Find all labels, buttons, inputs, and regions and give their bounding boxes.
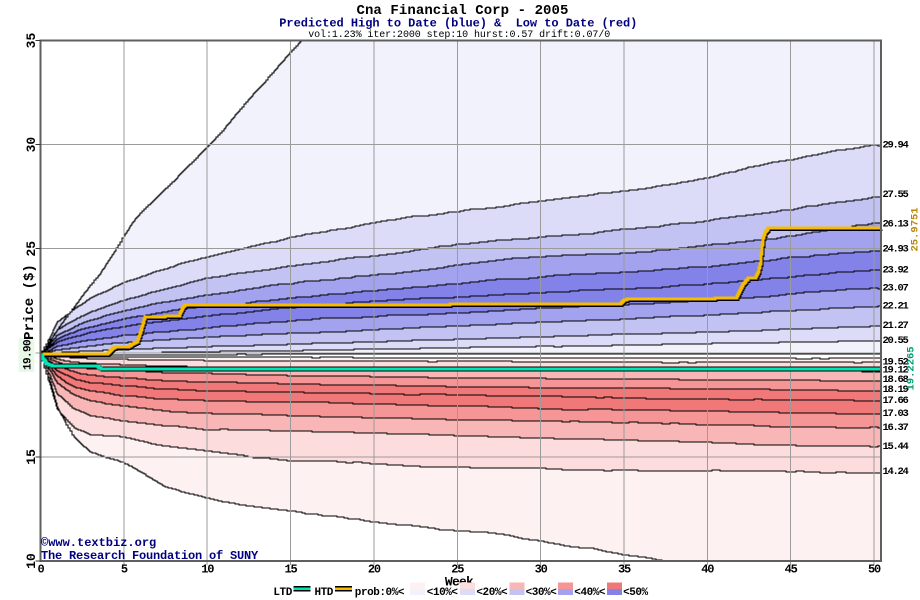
svg-text:14.24: 14.24 — [883, 466, 909, 478]
svg-text:16.37: 16.37 — [883, 422, 909, 434]
svg-text:35: 35 — [24, 33, 39, 49]
svg-text:25.9751: 25.9751 — [910, 207, 920, 251]
svg-text:26.13: 26.13 — [883, 219, 909, 231]
svg-text:35: 35 — [618, 563, 631, 577]
svg-text:10: 10 — [201, 563, 214, 577]
svg-text:<50%: <50% — [623, 587, 648, 599]
svg-text:20: 20 — [368, 563, 381, 577]
svg-text:<40%<: <40%< — [574, 587, 606, 599]
svg-text:21.27: 21.27 — [883, 320, 909, 332]
svg-text:18.68: 18.68 — [883, 374, 909, 386]
svg-text:24.93: 24.93 — [883, 244, 909, 256]
svg-text:40: 40 — [701, 563, 714, 577]
svg-text:23.07: 23.07 — [883, 282, 909, 294]
svg-text:HTD: HTD — [315, 587, 334, 599]
svg-text:<20%<: <20%< — [476, 587, 508, 599]
svg-text:vol:1.23% iter:2000 step:10 hu: vol:1.23% iter:2000 step:10 hurst:0.57 d… — [308, 29, 610, 41]
svg-text:25: 25 — [451, 563, 464, 577]
svg-text:15: 15 — [285, 563, 298, 577]
svg-text:15.44: 15.44 — [883, 441, 909, 453]
svg-text:15: 15 — [24, 449, 39, 465]
svg-text:22.21: 22.21 — [883, 300, 909, 312]
svg-text:50: 50 — [868, 563, 881, 577]
svg-text:©www.textbiz.org: ©www.textbiz.org — [41, 536, 156, 550]
svg-text:18.19: 18.19 — [883, 384, 909, 396]
svg-text:45: 45 — [785, 563, 798, 577]
svg-text:19.2265: 19.2265 — [906, 346, 918, 390]
svg-text:23.92: 23.92 — [883, 265, 909, 277]
svg-text:20.55: 20.55 — [883, 335, 909, 347]
svg-text:LTD: LTD — [273, 587, 292, 599]
svg-text:<30%<: <30%< — [526, 587, 558, 599]
svg-text:19.90: 19.90 — [23, 340, 35, 370]
svg-text:25: 25 — [24, 241, 39, 257]
svg-text:The Research Foundation of SUN: The Research Foundation of SUNY — [41, 549, 259, 563]
svg-text:29.94: 29.94 — [883, 139, 909, 151]
svg-text:10: 10 — [24, 553, 39, 569]
svg-text:prob:0%<: prob:0%< — [355, 587, 405, 599]
svg-text:19.12: 19.12 — [883, 365, 909, 377]
svg-text:19.52: 19.52 — [883, 356, 909, 368]
svg-text:0: 0 — [37, 563, 44, 577]
svg-text:Price ($): Price ($) — [22, 264, 38, 340]
svg-text:Cna Financial Corp - 2005: Cna Financial Corp - 2005 — [356, 3, 568, 19]
svg-text:30: 30 — [535, 563, 548, 577]
svg-text:17.66: 17.66 — [883, 395, 909, 407]
svg-text:<10%<: <10%< — [427, 587, 459, 599]
svg-text:5: 5 — [121, 563, 128, 577]
svg-text:27.55: 27.55 — [883, 189, 909, 201]
svg-text:30: 30 — [24, 137, 39, 153]
svg-text:Predicted High to Date (blue): Predicted High to Date (blue) & Low to D… — [279, 17, 637, 31]
svg-text:17.03: 17.03 — [883, 408, 909, 420]
